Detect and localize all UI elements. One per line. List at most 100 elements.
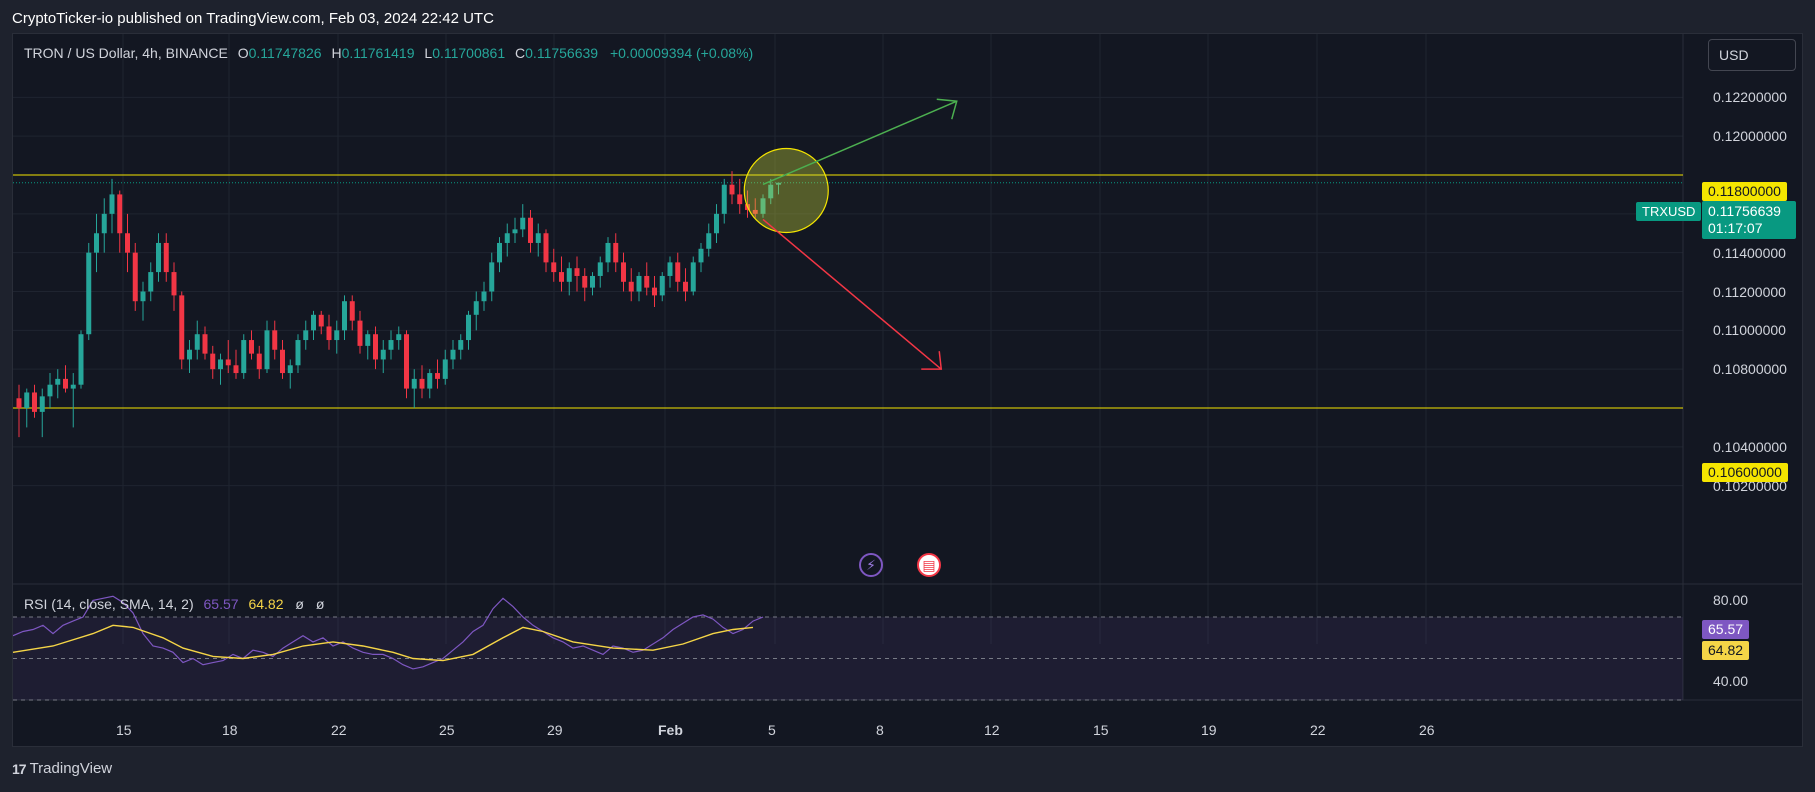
change-value: +0.00009394 (+0.08%) — [609, 45, 754, 61]
candle-body — [706, 233, 712, 249]
candle-body — [388, 340, 394, 350]
symbol-tag: TRXUSD — [1636, 202, 1702, 221]
candle-body — [442, 359, 448, 379]
candle-body — [768, 184, 774, 199]
candle-body — [497, 242, 502, 263]
us-flag-event-icon[interactable]: ▤ — [917, 553, 941, 577]
candle-body — [690, 262, 696, 292]
bearish-arrowhead — [921, 351, 943, 370]
candle-body — [39, 396, 45, 412]
candle-body — [179, 295, 185, 360]
bearish-arrow — [762, 218, 942, 370]
candle-body — [264, 330, 270, 370]
candle-body — [218, 359, 223, 370]
chart-canvas[interactable] — [13, 34, 1803, 747]
candle-body — [737, 194, 743, 205]
candle-body — [512, 229, 518, 234]
candle-body — [156, 242, 161, 273]
rsi-sma-value: 64.82 — [248, 596, 284, 612]
symbol-legend: TRON / US Dollar, 4h, BINANCE O0.1174782… — [24, 45, 753, 61]
last-price-value: 0.11756639 — [1708, 203, 1781, 219]
rsi-background — [13, 616, 1683, 701]
candle-body — [566, 268, 572, 282]
time-tick-label: Feb — [658, 722, 683, 738]
rsi-tick-40: 40.00 — [1713, 673, 1749, 689]
candle-body — [574, 268, 580, 276]
time-tick-label: 29 — [547, 722, 563, 738]
candle-body — [78, 334, 84, 385]
rsi-legend: RSI (14, close, SMA, 14, 2) 65.57 64.82 … — [24, 596, 324, 612]
footer-brand[interactable]: TradingView — [29, 760, 113, 777]
low-label: L — [424, 45, 433, 61]
candle-body — [163, 242, 169, 273]
candle-body — [287, 365, 293, 374]
time-tick-label: 5 — [768, 722, 776, 738]
candle-body — [241, 340, 247, 374]
price-tick-label: 0.10400000 — [1713, 438, 1787, 455]
time-tick-label: 26 — [1419, 722, 1435, 738]
tradingview-logo-icon: 17 — [12, 760, 27, 777]
resistance-price-tag: 0.11800000 — [1702, 182, 1787, 201]
candle-body — [628, 281, 634, 292]
low-value: 0.11700861 — [432, 45, 506, 61]
candle-body — [644, 275, 650, 288]
candle-body — [140, 291, 146, 302]
close-value: 0.11756639 — [525, 45, 599, 61]
price-tick-label: 0.11400000 — [1713, 244, 1786, 261]
support-price-tag: 0.10600000 — [1702, 463, 1788, 482]
candle-body — [659, 275, 665, 296]
price-tick-label: 0.10800000 — [1713, 361, 1787, 378]
time-tick-label: 19 — [1201, 722, 1217, 738]
horizontal-levels — [13, 174, 1683, 409]
candle-body — [535, 233, 541, 243]
time-tick-label: 15 — [1093, 722, 1109, 738]
candle-body — [101, 213, 107, 234]
candle-body — [125, 233, 130, 253]
candle-body — [466, 314, 471, 341]
time-tick-label: 18 — [222, 722, 238, 738]
candle-body — [683, 281, 688, 292]
candle-body — [365, 334, 371, 346]
candle-body — [148, 272, 154, 292]
rsi-na-2: ø — [315, 596, 325, 612]
candle-body — [272, 330, 278, 350]
candle-body — [16, 398, 22, 408]
candle-body — [311, 314, 316, 331]
candle-body — [210, 353, 216, 370]
candle-body — [380, 349, 386, 360]
bar-countdown: 01:17:07 — [1708, 220, 1763, 236]
open-value: 0.11747826 — [248, 45, 322, 61]
currency-button[interactable]: USD — [1708, 39, 1796, 71]
candle-body — [458, 340, 464, 350]
rsi-title: RSI (14, close, SMA, 14, 2) — [24, 596, 194, 612]
high-value: 0.11761419 — [341, 45, 415, 61]
lightning-event-icon[interactable]: ⚡ — [859, 553, 883, 577]
time-tick-label: 12 — [984, 722, 1000, 738]
candle-body — [652, 287, 657, 296]
candle-body — [590, 275, 595, 288]
candle-body — [342, 301, 347, 331]
publish-line: CryptoTicker-io published on TradingView… — [12, 10, 494, 27]
chart-frame[interactable]: TRON / US Dollar, 4h, BINANCE O0.1174782… — [12, 33, 1803, 747]
candle-body — [752, 209, 758, 214]
candle-body — [349, 301, 355, 321]
candle-body — [621, 262, 626, 282]
candle-body — [357, 320, 363, 346]
candle-body — [187, 349, 192, 360]
price-tick-label: 0.12200000 — [1713, 89, 1787, 106]
candle-body — [427, 373, 433, 389]
candle-body — [24, 392, 30, 408]
price-tick-label: 0.11000000 — [1713, 322, 1786, 339]
drawing-tools — [743, 98, 958, 370]
candle-body — [675, 262, 681, 282]
rsi-sma-tag: 64.82 — [1702, 641, 1750, 660]
candle-body — [334, 330, 340, 341]
candle-body — [373, 334, 378, 360]
candle-body — [326, 326, 332, 341]
candle-body — [109, 194, 115, 214]
candle-body — [225, 359, 231, 366]
rsi-na-1: ø — [295, 596, 304, 612]
candle-body — [32, 392, 37, 412]
candle-body — [94, 233, 99, 253]
candle-body — [698, 248, 704, 263]
